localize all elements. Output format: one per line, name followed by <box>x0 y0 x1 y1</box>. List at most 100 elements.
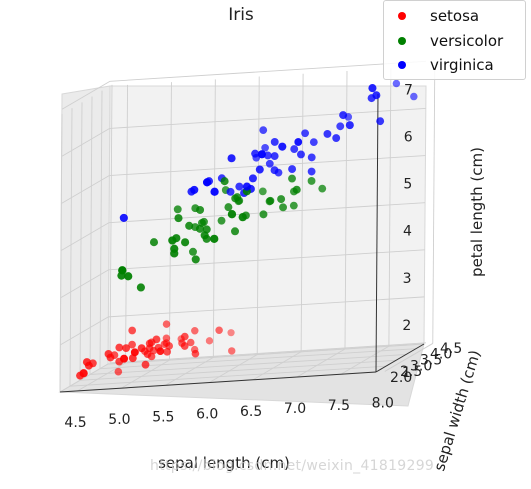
data-point-setosa <box>191 327 199 335</box>
data-point-setosa <box>82 358 91 367</box>
data-point-setosa <box>163 347 171 356</box>
z-tick-label: 2 <box>402 318 411 334</box>
legend-item-setosa: setosa <box>398 5 479 27</box>
data-point-versicolor <box>289 201 298 210</box>
axis-lines <box>59 93 425 393</box>
data-point-versicolor <box>220 177 229 186</box>
data-point-virginica <box>392 79 401 88</box>
x-axis-label: sepal length (cm) <box>158 454 290 472</box>
data-point-virginica <box>263 151 272 160</box>
data-point-versicolor <box>181 238 190 247</box>
data-points <box>76 79 418 380</box>
z-tick-label: 5 <box>403 177 412 193</box>
x-tick-label: 8.0 <box>372 395 394 411</box>
data-point-virginica <box>301 129 310 138</box>
x-tick-label: 5.5 <box>152 409 174 425</box>
tick-labels: 1 2 3 4 5 6 7 4.5 5.0 5.5 6.0 6.5 7.0 7.5 8.0 2.02.53.0… <box>64 82 462 431</box>
data-point-virginica <box>251 149 260 158</box>
data-point-setosa <box>122 344 131 353</box>
data-point-versicolor <box>124 272 133 281</box>
data-point-virginica <box>119 213 128 222</box>
grid-line-y <box>99 348 417 370</box>
data-point-setosa <box>180 342 189 350</box>
data-point-virginica <box>203 178 212 187</box>
grid-line-y <box>69 365 387 387</box>
data-point-virginica <box>368 84 377 93</box>
data-point-virginica <box>270 166 279 175</box>
data-point-virginica <box>261 143 269 152</box>
y-tick-label: 2.5 <box>400 364 422 380</box>
data-point-versicolor <box>318 184 327 193</box>
data-point-setosa <box>128 340 136 349</box>
data-point-versicolor <box>307 177 316 185</box>
data-point-setosa <box>137 344 146 353</box>
data-point-setosa <box>120 354 128 363</box>
data-point-virginica <box>226 187 235 196</box>
z-axis-label: petal length (cm) <box>468 147 486 277</box>
grid-line-y <box>69 108 73 387</box>
z-tick-label: 7 <box>404 82 413 98</box>
data-point-versicolor <box>185 221 194 230</box>
x-tick-label: 6.5 <box>240 404 262 420</box>
legend-marker-virginica <box>398 61 406 69</box>
data-point-setosa <box>79 369 88 378</box>
x-tick-label: 5.0 <box>108 412 130 428</box>
grid-line-x <box>300 73 304 352</box>
data-point-versicolor <box>258 187 267 196</box>
data-point-virginica <box>257 150 266 159</box>
y-axis-line <box>375 343 425 373</box>
legend-label-setosa: setosa <box>430 7 480 25</box>
data-point-versicolor <box>170 249 179 258</box>
data-point-versicolor <box>227 210 237 219</box>
x-tick-label: 6.0 <box>196 407 218 423</box>
z-tick-label: 4 <box>403 224 412 240</box>
data-point-virginica <box>265 159 274 168</box>
data-point-virginica <box>307 167 316 176</box>
grid-line-x <box>168 82 172 361</box>
legend-item-versicolor: versicolor <box>398 30 503 52</box>
data-point-versicolor <box>191 255 200 264</box>
data-point-versicolor <box>292 185 301 194</box>
data-point-virginica <box>235 182 244 191</box>
watermark: https://blog.csdn.net/weixin_41819299 <box>150 458 435 474</box>
data-point-virginica <box>288 165 297 174</box>
grid-line-y <box>89 354 407 375</box>
data-point-virginica <box>270 152 279 161</box>
y-tick-label: 2.0 <box>390 370 412 386</box>
data-point-setosa <box>128 354 137 363</box>
data-point-virginica <box>339 111 348 120</box>
grid-line-z <box>109 107 426 129</box>
data-point-setosa <box>186 338 195 347</box>
data-point-versicolor <box>136 283 145 292</box>
data-point-versicolor <box>259 210 268 219</box>
data-point-setosa <box>114 367 123 376</box>
data-point-versicolor <box>174 214 183 223</box>
grid-line-x <box>432 65 436 344</box>
z-axis-line <box>375 93 379 373</box>
data-point-versicolor <box>195 224 204 233</box>
data-point-versicolor <box>168 236 177 245</box>
x-tick-label: 4.5 <box>64 415 86 431</box>
data-point-virginica <box>270 137 279 146</box>
data-point-virginica <box>278 142 287 151</box>
z-tick-label: 1 <box>402 365 411 381</box>
grid-line-z <box>110 60 427 82</box>
grid-line-x <box>125 84 129 363</box>
z-tick-label: 3 <box>403 271 412 287</box>
data-point-versicolor <box>238 213 247 222</box>
y-tick-label: 3.0 <box>410 358 432 374</box>
data-point-versicolor <box>266 196 275 205</box>
grid-line-y <box>79 359 397 381</box>
grid-line-x <box>256 76 260 355</box>
data-point-virginica <box>190 185 199 194</box>
data-point-virginica <box>336 122 345 131</box>
data-point-versicolor <box>118 266 127 275</box>
data-point-virginica <box>332 134 341 143</box>
y-tick-label: 4.5 <box>440 341 462 357</box>
legend-label-versicolor: versicolor <box>430 32 504 50</box>
data-point-virginica <box>255 165 264 174</box>
chart-title: Iris <box>228 5 254 25</box>
left-pane <box>59 85 111 393</box>
data-point-virginica <box>297 150 305 159</box>
